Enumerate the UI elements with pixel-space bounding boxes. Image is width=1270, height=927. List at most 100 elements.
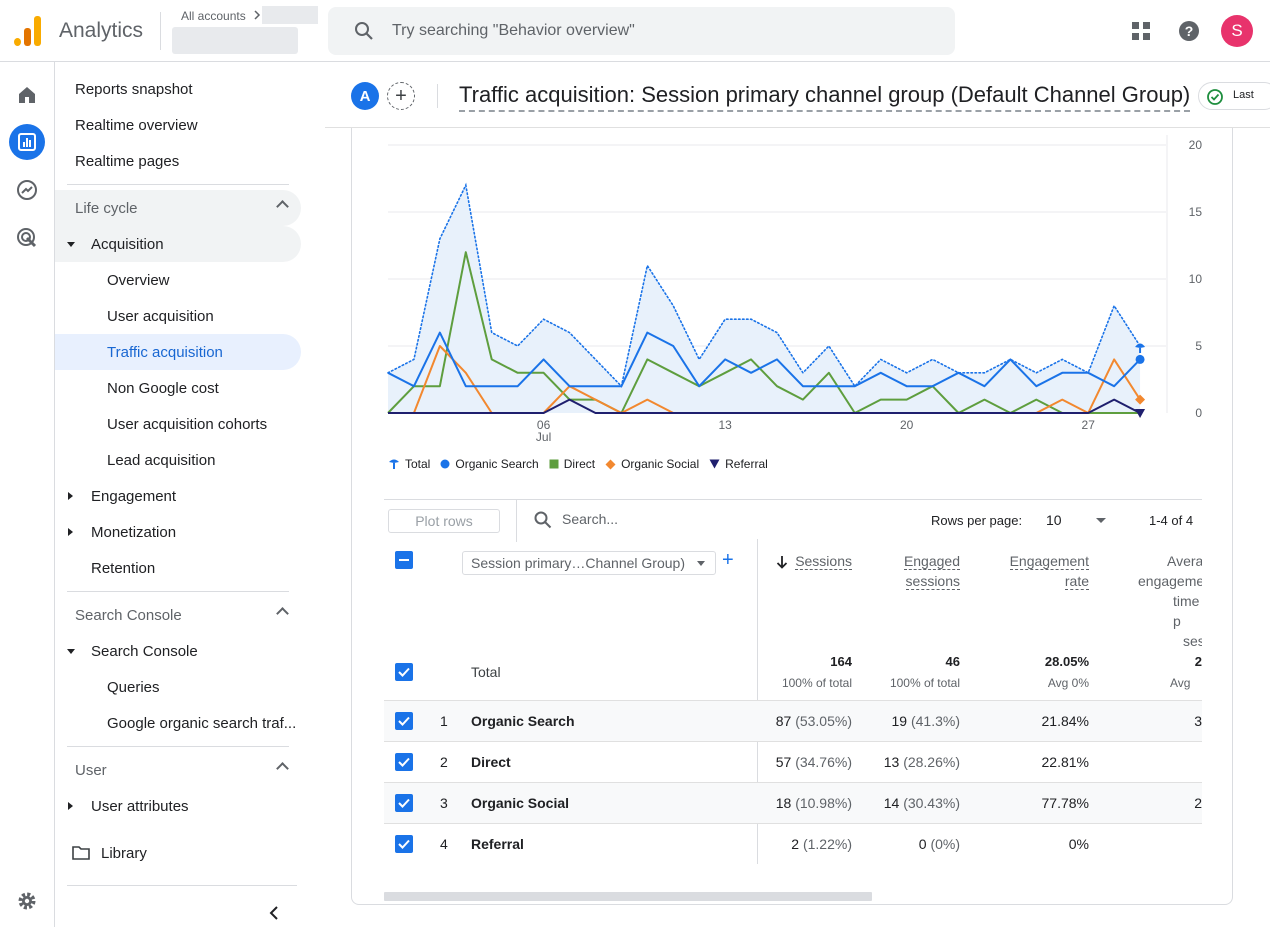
legend-square-marker-icon — [549, 459, 559, 469]
help-icon[interactable]: ? — [1172, 14, 1206, 48]
home-icon[interactable] — [9, 77, 45, 113]
apps-grid-icon[interactable] — [1124, 14, 1158, 48]
caret-right-icon — [68, 528, 73, 536]
add-dimension-button[interactable]: + — [722, 549, 734, 571]
dimension-select-label: Session primary…Channel Group) — [471, 555, 685, 571]
search-icon — [534, 511, 552, 529]
nav-queries[interactable]: Queries — [107, 678, 160, 696]
legend-total-marker-icon — [389, 459, 399, 469]
caret-down-icon — [67, 242, 75, 247]
row-checkbox[interactable] — [395, 835, 413, 853]
account-avatar[interactable]: S — [1221, 15, 1253, 47]
nav-section-life-cycle[interactable]: Life cycle — [55, 190, 301, 226]
legend-circle-marker-icon — [440, 459, 450, 469]
collapse-nav-chevron-left-icon[interactable] — [269, 905, 279, 921]
chevron-up-icon — [276, 762, 289, 775]
nav-google-organic-search-traffic[interactable]: Google organic search traf... — [107, 714, 297, 732]
referral-end-marker — [1135, 409, 1146, 418]
property-selector[interactable] — [172, 27, 298, 54]
nav-divider — [67, 591, 289, 592]
table-row[interactable]: 4 Referral 2 (1.22%) 0 (0%) 0% — [384, 823, 1202, 864]
rows-per-page-label: Rows per page: — [931, 513, 1023, 528]
rows-per-page-select[interactable]: 10 — [1046, 512, 1062, 528]
nav-monetization[interactable]: Monetization — [55, 514, 176, 550]
settings-gear-icon[interactable] — [9, 883, 45, 919]
column-header-label: Engagement — [1009, 553, 1089, 570]
column-header-average-engagement-time[interactable]: Avera engageme time p sessi — [1122, 551, 1202, 651]
row-engaged-sessions: 19 (41.3%) — [860, 713, 961, 729]
row-checkbox[interactable] — [395, 794, 413, 812]
dropdown-arrow-icon[interactable] — [1096, 518, 1106, 523]
checkmark-icon — [398, 716, 410, 726]
row-index: 4 — [440, 836, 448, 852]
nav-retention[interactable]: Retention — [91, 559, 156, 577]
checkmark-icon — [398, 757, 410, 767]
all-accounts-link[interactable]: All accounts — [181, 9, 261, 23]
nav-traffic-acquisition[interactable]: Traffic acquisition — [55, 334, 301, 370]
column-header-sessions[interactable]: Sessions — [794, 551, 852, 571]
column-header-label: rate — [1064, 573, 1089, 590]
total-end-marker — [1135, 343, 1146, 348]
nav-overview[interactable]: Overview — [107, 271, 170, 289]
legend-item-direct[interactable]: Direct — [549, 457, 595, 471]
table-toolbar: Plot rows Search... Rows per page: 10 1-… — [384, 499, 1202, 542]
row-engaged-sessions: 13 (28.26%) — [860, 754, 960, 770]
page-title[interactable]: Traffic acquisition: Session primary cha… — [459, 82, 1191, 112]
legend-item-total[interactable]: Total — [388, 457, 430, 471]
legend-item-organic-search[interactable]: Organic Search — [440, 457, 539, 471]
nav-user-acquisition-cohorts[interactable]: User acquisition cohorts — [107, 415, 268, 433]
total-sessions: 164 — [830, 654, 852, 669]
nav-user-attributes[interactable]: User attributes — [55, 788, 189, 824]
dimension-select[interactable]: Session primary…Channel Group) — [462, 551, 716, 575]
table-search-input[interactable]: Search... — [562, 511, 619, 527]
sort-descending-arrow-icon[interactable] — [776, 555, 788, 569]
legend-diamond-marker-icon — [605, 459, 616, 469]
engaged-value: 19 — [891, 713, 908, 729]
legend-item-referral[interactable]: Referral — [709, 457, 768, 471]
nav-realtime-overview[interactable]: Realtime overview — [75, 116, 198, 134]
nav-non-google-cost[interactable]: Non Google cost — [107, 379, 219, 397]
section-label: Search Console — [75, 606, 182, 624]
explore-icon[interactable] — [9, 172, 45, 208]
column-header-label: time p — [1173, 593, 1200, 629]
search-input[interactable] — [392, 7, 932, 55]
search-bar[interactable] — [328, 7, 955, 55]
horizontal-scrollbar[interactable] — [384, 892, 872, 901]
nav-library[interactable]: Library — [72, 835, 147, 871]
series-line-direct — [387, 251, 1141, 414]
column-header-engagement-rate[interactable]: Engagement rate — [992, 551, 1089, 591]
nav-search-console[interactable]: Search Console — [55, 633, 198, 669]
sessions-value: 87 — [775, 713, 792, 729]
date-range-label: Last — [1233, 89, 1254, 101]
nav-section-search-console[interactable]: Search Console — [55, 597, 301, 633]
date-range-chip[interactable]: Last — [1198, 82, 1270, 110]
nav-user-acquisition[interactable]: User acquisition — [107, 307, 214, 325]
nav-realtime-pages[interactable]: Realtime pages — [75, 152, 180, 170]
add-comparison-button[interactable]: + — [387, 82, 415, 110]
table-row[interactable]: 2 Direct 57 (34.76%) 13 (28.26%) 22.81% — [384, 741, 1202, 782]
row-checkbox[interactable] — [395, 753, 413, 771]
total-row-checkbox[interactable] — [395, 663, 413, 681]
checkmark-icon — [398, 798, 410, 808]
advertising-icon[interactable] — [9, 220, 45, 256]
nav-section-user[interactable]: User — [55, 752, 301, 788]
nav-divider — [67, 885, 297, 886]
row-checkbox[interactable] — [395, 712, 413, 730]
legend-item-organic-social[interactable]: Organic Social — [605, 457, 699, 471]
select-all-checkbox[interactable] — [395, 551, 413, 569]
plot-rows-button[interactable]: Plot rows — [388, 509, 500, 533]
table-row[interactable]: 1 Organic Search 87 (53.05%) 19 (41.3%) … — [384, 700, 1202, 741]
chart-legend: Total Organic Search Direct Organic Soci… — [388, 457, 778, 471]
analytics-logo-icon[interactable] — [14, 16, 42, 46]
table-row[interactable]: 3 Organic Social 18 (10.98%) 14 (30.43%)… — [384, 782, 1202, 823]
sessions-value: 2 — [791, 836, 800, 852]
nav-lead-acquisition[interactable]: Lead acquisition — [107, 451, 216, 469]
y-tick-label: 10 — [1189, 272, 1203, 286]
nav-reports-snapshot[interactable]: Reports snapshot — [75, 80, 193, 98]
nav-engagement[interactable]: Engagement — [55, 478, 176, 514]
column-header-engaged-sessions[interactable]: Engaged sessions — [872, 551, 960, 591]
reports-icon[interactable] — [9, 124, 45, 160]
comparison-badge[interactable]: A — [351, 82, 379, 110]
nav-acquisition[interactable]: Acquisition — [55, 226, 301, 262]
reports-nav: Reports snapshot Realtime overview Realt… — [55, 62, 325, 927]
